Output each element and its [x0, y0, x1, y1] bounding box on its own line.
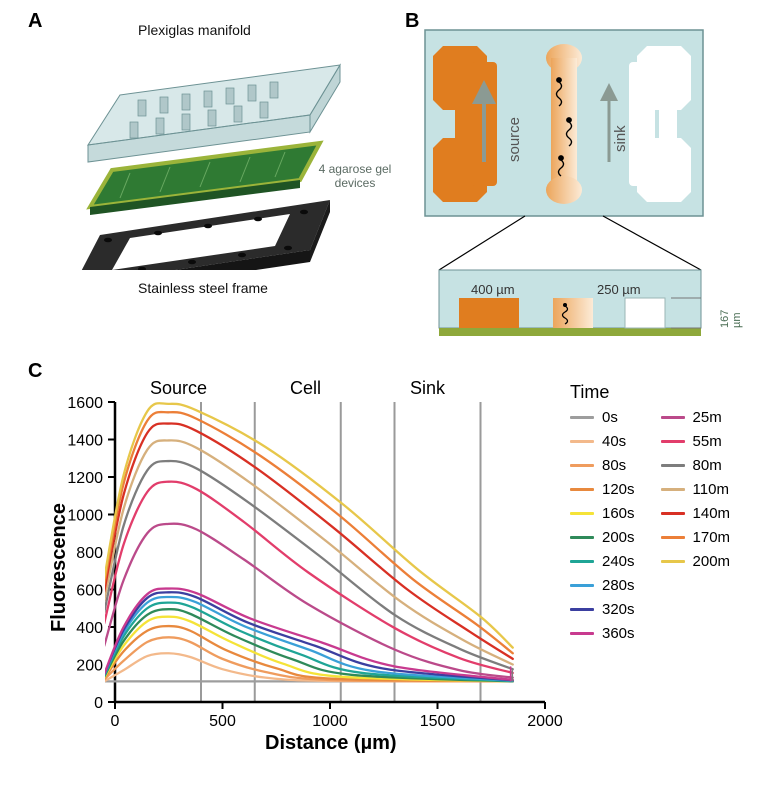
panel-a-label: A — [28, 10, 42, 33]
legend-item: 80m — [661, 457, 731, 474]
y-axis-title: Fluorescence — [48, 503, 71, 632]
svg-text:1500: 1500 — [420, 713, 456, 730]
svg-text:800: 800 — [76, 545, 103, 562]
legend-label: 120s — [602, 481, 635, 498]
figure: A Plexiglas manifold — [0, 0, 769, 803]
panel-a-svg — [60, 30, 370, 270]
legend-item: 120s — [570, 481, 635, 498]
svg-text:sink: sink — [612, 125, 629, 152]
legend-item: 160s — [570, 505, 635, 522]
svg-text:0: 0 — [94, 695, 103, 712]
legend-swatch — [661, 512, 685, 515]
svg-text:2000: 2000 — [527, 713, 563, 730]
legend-label: 0s — [602, 409, 618, 426]
legend-label: 140m — [693, 505, 731, 522]
panel-a-device — [60, 30, 370, 270]
legend-swatch — [570, 632, 594, 635]
legend-item: 40s — [570, 433, 635, 450]
legend-swatch — [570, 488, 594, 491]
svg-text:200: 200 — [76, 658, 103, 675]
legend-item: 240s — [570, 553, 635, 570]
legend-item: 360s — [570, 625, 635, 642]
legend-label: 240s — [602, 553, 635, 570]
legend-swatch — [570, 416, 594, 419]
legend-label: 40s — [602, 433, 626, 450]
svg-text:500: 500 — [209, 713, 236, 730]
legend-item: 55m — [661, 433, 731, 450]
legend-swatch — [570, 584, 594, 587]
legend-item: 25m — [661, 409, 731, 426]
legend-swatch — [570, 440, 594, 443]
region-source: Source — [150, 378, 207, 399]
legend-item: 320s — [570, 601, 635, 618]
legend-swatch — [661, 536, 685, 539]
svg-text:400: 400 — [76, 620, 103, 637]
legend-swatch — [661, 560, 685, 563]
panel-b-svg: source sink 40 — [415, 22, 725, 342]
svg-text:1000: 1000 — [312, 713, 348, 730]
legend-item: 280s — [570, 577, 635, 594]
svg-text:1200: 1200 — [67, 470, 103, 487]
svg-text:1400: 1400 — [67, 433, 103, 450]
legend-label: 200s — [602, 529, 635, 546]
legend-label: 280s — [602, 577, 635, 594]
svg-text:1600: 1600 — [67, 395, 103, 412]
legend-label: 25m — [693, 409, 722, 426]
legend-item: 140m — [661, 505, 731, 522]
legend: Time 0s 40s 80s 120s 160s 200s 240s 280s 320s 360… — [570, 382, 730, 642]
svg-text:1000: 1000 — [67, 508, 103, 525]
svg-text:250 µm: 250 µm — [597, 282, 641, 297]
legend-item: 0s — [570, 409, 635, 426]
region-cell: Cell — [290, 378, 321, 399]
legend-item: 110m — [661, 481, 731, 498]
legend-label: 80s — [602, 457, 626, 474]
legend-swatch — [570, 536, 594, 539]
legend-swatch — [661, 488, 685, 491]
legend-title: Time — [570, 382, 730, 403]
legend-swatch — [570, 512, 594, 515]
caption-frame: Stainless steel frame — [138, 280, 268, 296]
legend-swatch — [570, 608, 594, 611]
svg-text:0: 0 — [111, 713, 120, 730]
legend-swatch — [570, 560, 594, 563]
legend-label: 200m — [693, 553, 731, 570]
panel-b-height-label: 167 µm — [719, 310, 743, 328]
legend-label: 360s — [602, 625, 635, 642]
panel-b: source sink 40 — [415, 22, 725, 332]
panel-c-chart: 0 200 400 600 800 1000 1200 1400 1600 0 500 1000 150… — [30, 372, 740, 792]
legend-label: 55m — [693, 433, 722, 450]
legend-label: 170m — [693, 529, 731, 546]
region-sink: Sink — [410, 378, 445, 399]
svg-text:source: source — [506, 117, 523, 162]
legend-label: 160s — [602, 505, 635, 522]
legend-item: 200m — [661, 553, 731, 570]
legend-item: 80s — [570, 457, 635, 474]
legend-swatch — [570, 464, 594, 467]
legend-swatch — [661, 416, 685, 419]
legend-swatch — [661, 440, 685, 443]
legend-label: 110m — [693, 481, 729, 498]
legend-swatch — [661, 464, 685, 467]
svg-text:400 µm: 400 µm — [471, 282, 515, 297]
svg-text:600: 600 — [76, 583, 103, 600]
legend-item: 200s — [570, 529, 635, 546]
caption-agarose: 4 agarose gel devices — [305, 162, 405, 190]
legend-label: 320s — [602, 601, 635, 618]
legend-item: 170m — [661, 529, 731, 546]
legend-label: 80m — [693, 457, 722, 474]
x-axis-title: Distance (µm) — [265, 732, 397, 755]
